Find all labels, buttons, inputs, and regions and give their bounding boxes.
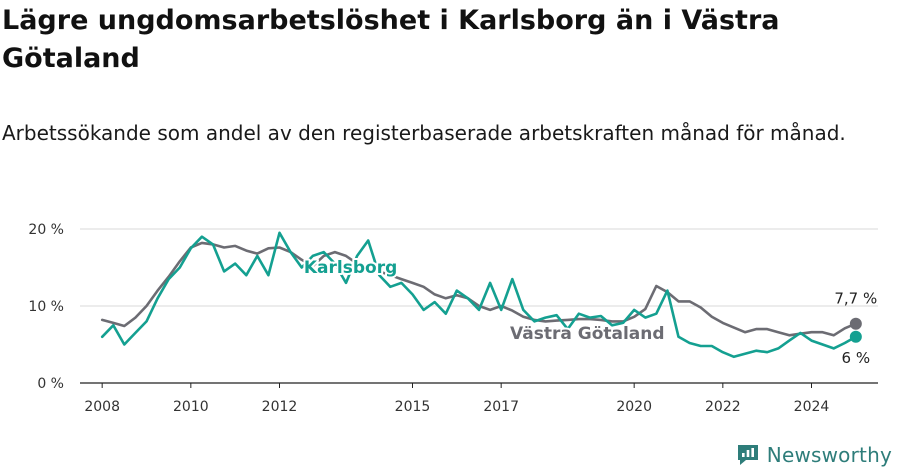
x-tick-label: 2010 (173, 399, 209, 415)
brand-name: Newsworthy (766, 443, 892, 467)
x-tick-label: 2015 (395, 399, 431, 415)
series-endpoint-vastra-gotaland (849, 317, 862, 330)
series-endpoint-karlsborg (849, 330, 862, 343)
series-line-karlsborg (100, 231, 858, 359)
brand-mark: Newsworthy (735, 442, 892, 468)
chart-subtitle: Arbetssökande som andel av den registerb… (2, 121, 846, 145)
x-tick-label: 2020 (616, 399, 652, 415)
x-tick-label: 2022 (705, 399, 741, 415)
x-tick-label: 2017 (483, 399, 519, 415)
series-line-v-stra-g-taland (100, 241, 858, 337)
chart-title: Lägre ungdomsarbetslöshet i Karlsborg än… (2, 5, 780, 74)
end-value-label-vastra-gotaland: 7,7 % (834, 290, 877, 308)
y-tick-label: 0 % (37, 376, 64, 392)
x-tick-label: 2012 (262, 399, 298, 415)
newsworthy-logo-icon (737, 445, 758, 465)
series-label-vastra-gotaland: Västra Götaland (510, 324, 665, 344)
x-tick-label: 2024 (794, 399, 830, 415)
y-tick-label: 10 % (28, 299, 64, 315)
end-value-label-karlsborg: 6 % (842, 349, 871, 367)
series-label-karlsborg: Karlsborg (304, 258, 397, 278)
y-tick-label: 20 % (28, 222, 64, 238)
x-tick-label: 2008 (84, 399, 120, 415)
